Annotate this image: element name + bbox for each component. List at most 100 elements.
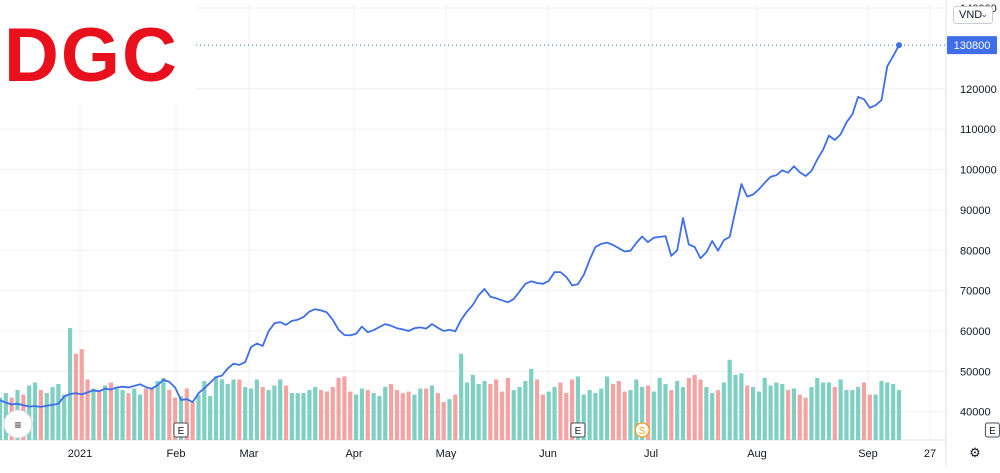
volume-bar bbox=[640, 387, 645, 440]
price-line bbox=[0, 44, 900, 408]
volume-bar bbox=[838, 379, 843, 440]
volume-bar bbox=[243, 387, 248, 440]
volume-bar bbox=[441, 402, 446, 440]
volume-bar bbox=[785, 390, 791, 440]
volume-bar bbox=[266, 390, 271, 440]
volume-bar bbox=[196, 394, 201, 440]
volume-bar bbox=[628, 390, 633, 440]
volume-bar bbox=[0, 397, 3, 440]
last-price-label: 130800 bbox=[954, 40, 991, 52]
volume-bar bbox=[680, 387, 686, 440]
x-tick-label: Mar bbox=[240, 448, 259, 460]
x-tick-label: Feb bbox=[167, 448, 186, 460]
volume-bar bbox=[27, 385, 32, 440]
volume-bar bbox=[429, 385, 435, 440]
volume-bar bbox=[558, 382, 563, 440]
volume-bar bbox=[359, 388, 365, 440]
volume-bar bbox=[126, 393, 131, 440]
volume-bar bbox=[482, 380, 487, 440]
currency-selector[interactable]: VND ⌄ bbox=[953, 6, 993, 24]
volume-bar bbox=[610, 384, 616, 440]
volume-bar bbox=[797, 394, 802, 440]
volume-bar bbox=[745, 385, 750, 440]
volume-bar bbox=[155, 380, 160, 440]
volume-bar bbox=[552, 387, 557, 440]
volume-bar bbox=[406, 391, 411, 440]
volume-bar bbox=[377, 396, 382, 440]
volume-bar bbox=[879, 380, 884, 440]
volume-bar bbox=[278, 379, 283, 440]
volume-bar bbox=[132, 388, 137, 440]
volume-bar bbox=[488, 384, 493, 440]
volume-bar bbox=[768, 385, 773, 440]
volume-bar bbox=[809, 387, 814, 440]
y-tick-label: 80000 bbox=[960, 245, 991, 257]
volume-bar bbox=[739, 373, 744, 440]
volume-bar bbox=[97, 391, 102, 440]
volume-bar bbox=[832, 387, 837, 440]
x-tick-label: Apr bbox=[345, 448, 362, 460]
volume-bar bbox=[587, 390, 592, 440]
volume-bar bbox=[593, 393, 598, 440]
volume-bar bbox=[464, 382, 470, 440]
price-line-layer: 130800 bbox=[0, 36, 997, 408]
volume-bar bbox=[453, 394, 458, 440]
volume-bar bbox=[295, 393, 300, 440]
volume-bar bbox=[208, 396, 213, 440]
volume-bar bbox=[645, 385, 651, 440]
chevron-down-icon: ⌄ bbox=[980, 9, 988, 19]
volume-bar bbox=[289, 393, 294, 440]
volume-bar bbox=[867, 394, 872, 440]
ticker-logo: DGC bbox=[0, 0, 196, 100]
earnings-marker bbox=[173, 422, 189, 438]
x-tick-label: Sep bbox=[858, 448, 878, 460]
volume-bar bbox=[791, 388, 797, 440]
volume-bar bbox=[114, 388, 119, 440]
settings-gear-icon[interactable]: ⚙ bbox=[969, 445, 981, 460]
volume-bar bbox=[476, 384, 481, 440]
x-tick-label: Jun bbox=[539, 448, 557, 460]
volume-bar bbox=[669, 390, 674, 440]
volume-bar bbox=[581, 394, 586, 440]
volume-bar bbox=[821, 382, 826, 440]
volume-bar bbox=[856, 387, 861, 440]
volume-bar bbox=[470, 374, 475, 440]
volume-bar bbox=[85, 379, 90, 440]
volume-bar bbox=[213, 376, 219, 440]
volume-bar bbox=[318, 390, 324, 440]
volume-bar bbox=[634, 379, 639, 440]
earnings-marker-label: E bbox=[575, 426, 582, 437]
volume-bar bbox=[435, 393, 440, 440]
volume-bar bbox=[459, 353, 464, 440]
y-tick-label: 100000 bbox=[960, 165, 997, 177]
volume-bar bbox=[494, 379, 499, 440]
volume-bar bbox=[803, 397, 808, 440]
volume-bar bbox=[733, 374, 738, 440]
event-markers: E E S E ≡ bbox=[3, 409, 1000, 439]
tradingview-logo-icon bbox=[3, 409, 33, 439]
dividend-marker-label: S bbox=[639, 426, 646, 437]
volume-bar bbox=[383, 387, 388, 440]
volume-bar bbox=[511, 390, 516, 440]
volume-bar bbox=[692, 374, 697, 440]
x-tick-label: Jul bbox=[644, 448, 658, 460]
volume-bar bbox=[44, 393, 49, 440]
earnings-marker-label: E bbox=[989, 426, 996, 437]
y-tick-label: 40000 bbox=[960, 407, 991, 419]
volume-bar bbox=[727, 359, 732, 440]
earnings-marker-label: E bbox=[178, 426, 185, 437]
y-tick-label: 70000 bbox=[960, 286, 991, 298]
volume-bar bbox=[616, 380, 621, 440]
volume-bar bbox=[844, 390, 849, 440]
volume-bar bbox=[184, 388, 189, 440]
ticker-symbol: DGC bbox=[4, 13, 179, 98]
volume-bar bbox=[38, 390, 43, 440]
volume-bar bbox=[575, 376, 581, 440]
volume-bar bbox=[330, 387, 335, 440]
volume-bar bbox=[873, 394, 878, 440]
volume-bar bbox=[826, 382, 832, 440]
volume-bar bbox=[167, 390, 172, 440]
volume-bar bbox=[885, 382, 890, 440]
